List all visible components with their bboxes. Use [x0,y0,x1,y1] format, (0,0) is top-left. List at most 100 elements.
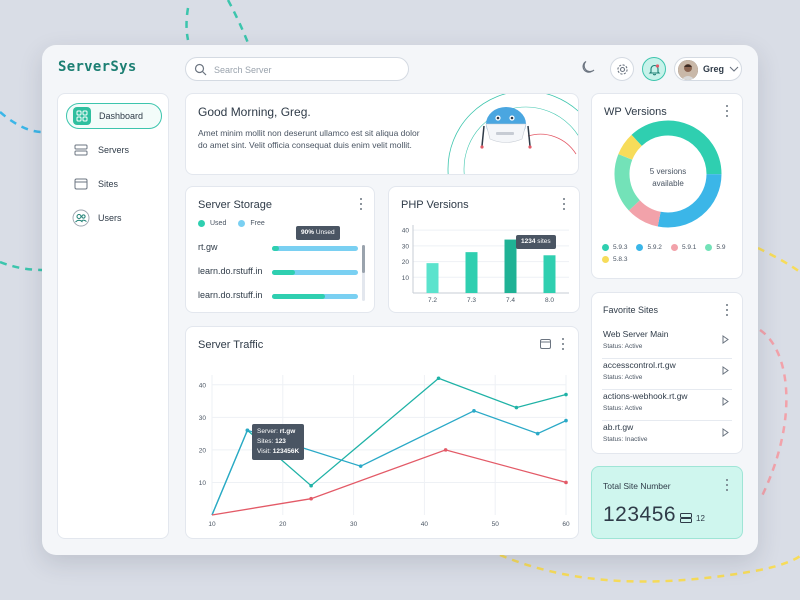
more-options-icon[interactable] [358,198,364,210]
user-menu[interactable]: Greg [674,57,742,81]
browser-window-icon [72,175,90,193]
legend-free-swatch [238,220,246,227]
favorite-site-row[interactable]: ab.rt.gw Status: Inactive [602,422,732,452]
more-options-icon[interactable] [724,105,730,117]
php-bar[interactable] [426,263,439,293]
play-icon[interactable] [722,397,729,406]
php-tooltip-value: 1234 [521,238,536,245]
traffic-tooltip: Server: rt.gw Sites: 123 Visit: 123456K [252,424,305,460]
php-y-tick-label: 30 [402,243,410,250]
wp-donut-slice[interactable] [657,173,722,228]
play-icon[interactable] [722,428,729,437]
traffic-data-point[interactable] [472,409,476,413]
php-x-tick-label: 7.2 [428,297,437,304]
more-options-icon[interactable] [560,338,566,350]
traffic-x-tick-label: 20 [279,521,287,528]
expand-icon[interactable] [540,339,551,349]
traffic-y-tick-label: 30 [199,415,207,422]
total-title: Total Site Number [603,481,671,491]
play-icon[interactable] [722,366,729,375]
avatar [678,60,698,80]
settings-button[interactable] [610,57,634,81]
server-icon [680,513,692,523]
traffic-data-point[interactable] [358,464,363,468]
sidebar-item-dashboard[interactable]: Dashboard [66,103,162,129]
wp-legend-label: 5.9 [716,244,726,251]
traffic-data-point[interactable] [309,496,313,501]
wp-legend-swatch [705,244,713,251]
sidebar-item-label: Users [98,213,122,223]
traffic-x-tick-label: 10 [208,521,216,528]
play-icon[interactable] [722,335,729,344]
sidebar-item-users[interactable]: Users [66,205,162,231]
storage-scrollbar[interactable] [362,245,365,301]
traffic-data-point[interactable] [443,448,448,452]
sidebar: Dashboard Servers Sites [57,93,169,539]
traffic-data-point[interactable] [564,392,568,397]
robot-illustration [447,94,578,174]
traffic-data-point[interactable] [535,431,540,436]
wp-legend-item: 5.9 [705,244,725,251]
storage-title: Server Storage [198,199,272,211]
notifications-button[interactable] [642,57,666,81]
sidebar-item-label: Sites [98,179,119,189]
storage-row[interactable]: learn.do.rstuff.in [198,266,362,278]
sidebar-item-servers[interactable]: Servers [66,137,162,163]
traffic-series-line[interactable] [211,449,567,516]
sidebar-item-label: Dashboard [99,111,144,121]
php-x-tick-label: 7.4 [506,297,515,304]
storage-bar-used [272,294,326,299]
app-logo[interactable]: ServerSys [58,59,137,75]
favorite-site-row[interactable]: Web Server Main Status: Active [602,329,732,359]
favorite-site-row[interactable]: actions-webhook.rt.gw Status: Active [602,391,732,421]
more-options-icon[interactable] [724,304,730,316]
moon-icon[interactable] [582,60,596,74]
more-options-icon[interactable] [724,479,730,491]
search-box[interactable] [185,57,409,81]
php-bar[interactable] [543,255,556,293]
wp-title: WP Versions [604,106,667,118]
traffic-data-point[interactable] [436,376,441,381]
wp-donut-slice[interactable] [618,134,643,161]
traffic-data-point[interactable] [564,418,568,423]
traffic-data-point[interactable] [564,480,568,485]
traffic-data-point[interactable] [514,405,519,410]
favorite-site-status: Status: Active [603,374,643,381]
storage-row[interactable]: learn.do.rstuff.in [198,290,362,302]
favorite-site-status: Status: Active [603,405,643,412]
traffic-x-tick-label: 50 [492,521,500,528]
total-site-number-card: Total Site Number 123456 12 [591,466,743,539]
donut-center-line1: 5 versions [649,167,687,176]
wp-donut-slice[interactable] [614,154,641,211]
tooltip-visit-label: Visit: [257,448,271,455]
traffic-data-point[interactable] [309,483,313,488]
server-count-value: 12 [696,513,705,523]
traffic-series-line[interactable] [211,410,567,516]
sidebar-item-label: Servers [98,145,130,155]
favorite-site-name: ab.rt.gw [603,422,634,432]
php-bar[interactable] [465,252,478,293]
storage-row[interactable]: rt.gw [198,242,362,254]
traffic-x-tick-label: 60 [562,521,570,528]
server-count: 12 [680,513,705,523]
php-x-tick-label: 7.3 [467,297,476,304]
wp-legend: 5.9.3 5.9.2 5.9.1 5.9 5.8.3 [602,244,736,268]
traffic-data-point[interactable] [245,428,250,433]
favorite-site-status: Status: Inactive [603,436,648,443]
dashboard-window: ServerSys Greg [42,45,758,555]
wp-donut-slice[interactable] [631,120,722,175]
storage-row-name: rt.gw [198,242,218,252]
donut-center-line2: available [652,179,684,188]
more-options-icon[interactable] [561,198,567,210]
sidebar-item-sites[interactable]: Sites [66,171,162,197]
wp-donut-slice[interactable] [628,199,661,227]
wp-legend-label: 5.9.1 [681,244,697,251]
php-bar[interactable] [504,239,517,293]
php-tooltip-label: sites [537,238,551,245]
search-input[interactable] [214,62,399,77]
server-storage-card: Server Storage Used Free 90% Unsed rt.gw… [185,186,375,313]
users-icon [72,209,90,227]
favorite-site-row[interactable]: accesscontrol.rt.gw Status: Active [602,360,732,390]
traffic-y-tick-label: 20 [199,447,207,454]
